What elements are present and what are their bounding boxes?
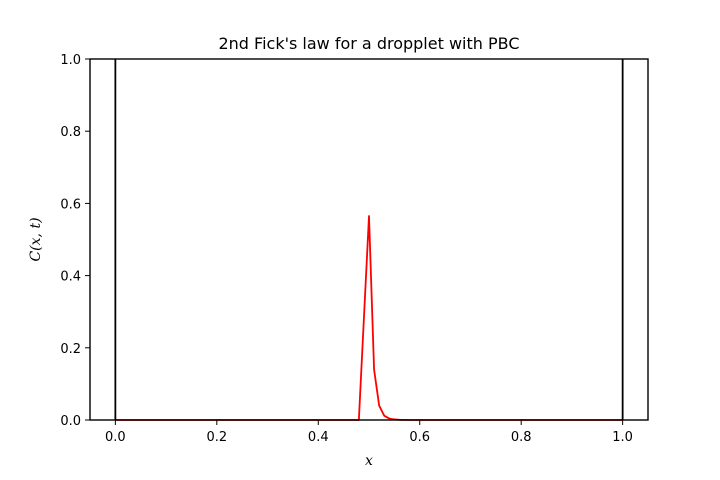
- y-axis-label: C(x, t): [28, 217, 44, 261]
- x-axis-label: x: [365, 453, 373, 469]
- x-tick-label: 0.6: [409, 430, 430, 445]
- y-tick-label: 0.2: [60, 342, 81, 357]
- y-axis: 0.0 0.2 0.4 0.6 0.8 1.0: [60, 53, 90, 429]
- plot-area: [114, 59, 624, 421]
- series-line-0: [115, 215, 623, 421]
- y-tick-label: 0.4: [60, 270, 81, 285]
- y-tick-label: 0.6: [60, 197, 81, 212]
- x-tick-label: 0.2: [206, 430, 227, 445]
- x-tick-label: 0.8: [511, 430, 532, 445]
- x-tick-label: 0.4: [308, 430, 329, 445]
- y-tick-label: 1.0: [60, 53, 81, 68]
- x-axis: 0.0 0.2 0.4 0.6 0.8 1.0: [105, 420, 633, 445]
- chart-title: 2nd Fick's law for a dropplet with PBC: [218, 34, 519, 53]
- y-tick-label: 0.8: [60, 125, 81, 140]
- x-tick-label: 1.0: [612, 430, 633, 445]
- x-tick-label: 0.0: [105, 430, 126, 445]
- axes-frame: [89, 58, 649, 421]
- y-tick-label: 0.0: [60, 414, 81, 429]
